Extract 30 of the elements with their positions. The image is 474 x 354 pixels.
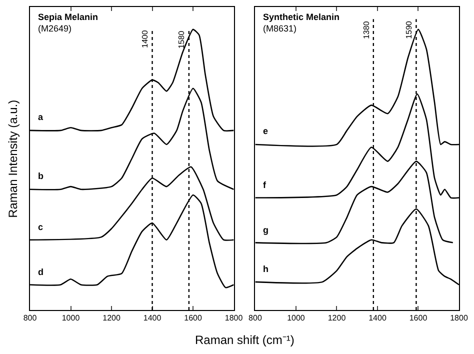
annotation: g bbox=[263, 225, 268, 235]
chart-subtitle: (M2649) bbox=[38, 24, 72, 34]
x-tick-label: 800 bbox=[23, 314, 38, 323]
ref-line-label: 1400 bbox=[140, 30, 150, 48]
annotation: b bbox=[38, 171, 44, 181]
chart-title: Sepia Melanin bbox=[38, 12, 98, 22]
annotation: h bbox=[263, 264, 268, 274]
annotation: a bbox=[38, 112, 44, 122]
x-tick-label: 1000 bbox=[62, 314, 80, 323]
chart-subtitle: (M8631) bbox=[263, 24, 297, 34]
chart-title: Synthetic Melanin bbox=[263, 12, 340, 22]
y-axis-title: Raman Intensity (a.u.) bbox=[6, 100, 20, 218]
x-tick-label: 800 bbox=[248, 314, 262, 323]
annotation: c bbox=[38, 222, 44, 232]
ref-line-label: 1380 bbox=[362, 20, 371, 40]
x-tick-label: 1400 bbox=[143, 314, 162, 323]
x-tick-label: 1200 bbox=[102, 314, 121, 323]
x-tick-label: 1000 bbox=[287, 314, 306, 323]
x-axis-title: Raman shift (cm⁻¹) bbox=[195, 333, 294, 347]
x-tick-label: 1800 bbox=[450, 314, 468, 323]
x-tick-label: 1800 bbox=[224, 314, 244, 323]
ref-line-label: 1590 bbox=[404, 20, 414, 39]
ref-line-label: 1580 bbox=[177, 30, 186, 49]
annotation: d bbox=[38, 267, 44, 277]
x-tick-label: 1400 bbox=[368, 314, 387, 323]
annotation: f bbox=[263, 180, 267, 190]
x-tick-label: 1600 bbox=[409, 314, 428, 323]
x-tick-label: 1200 bbox=[328, 314, 346, 323]
annotation: e bbox=[263, 126, 268, 136]
x-tick-label: 1600 bbox=[184, 314, 202, 323]
